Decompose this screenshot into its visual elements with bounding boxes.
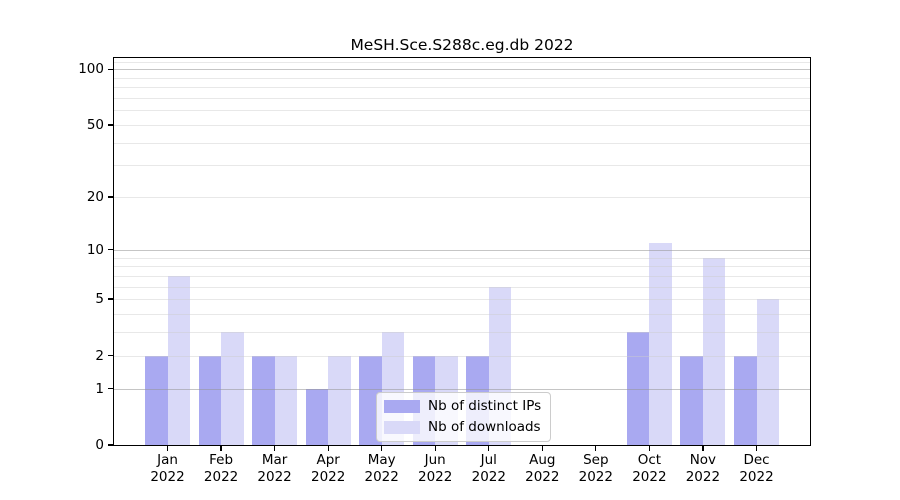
chart-title: MeSH.Sce.S288c.eg.db 2022 — [350, 36, 574, 54]
gridline — [114, 355, 810, 357]
legend-label-downloads: Nb of downloads — [428, 419, 541, 435]
gridline — [114, 124, 810, 126]
y-tick-label: 20 — [86, 189, 104, 206]
y-tick-mark — [108, 196, 114, 198]
gridline — [114, 110, 810, 112]
bar-downloads-mar — [274, 355, 298, 445]
bar-distinct-ips-jan — [145, 355, 168, 445]
plot-area: Nb of distinct IPs Nb of downloads — [113, 57, 811, 446]
bar-distinct-ips-feb — [198, 355, 222, 445]
x-tick-mark — [595, 445, 597, 451]
y-tick-mark — [108, 354, 114, 357]
y-tick-mark — [108, 387, 114, 390]
x-tick-mark — [755, 445, 758, 451]
y-tick-label: 2 — [95, 347, 104, 364]
legend-entry-distinct-ips: Nb of distinct IPs — [384, 398, 541, 415]
gridline — [114, 69, 810, 71]
x-tick-mark — [434, 445, 436, 451]
legend: Nb of distinct IPs Nb of downloads — [376, 392, 552, 442]
y-tick-label: 10 — [86, 241, 104, 258]
y-tick-mark — [108, 68, 114, 70]
x-tick-mark — [702, 445, 704, 451]
x-tick-mark — [488, 445, 490, 451]
x-tick-mark — [381, 445, 383, 451]
y-tick-label: 0 — [95, 437, 104, 453]
x-tick-label: Nov 2022 — [685, 452, 721, 485]
bar-distinct-ips-oct — [626, 332, 650, 445]
gridline — [114, 286, 810, 288]
bar-downloads-nov — [702, 257, 726, 445]
x-tick-mark — [166, 445, 169, 451]
legend-swatch-downloads — [384, 421, 420, 434]
y-tick-mark — [108, 298, 114, 300]
y-tick-label: 1 — [95, 380, 104, 397]
bar-downloads-feb — [221, 332, 244, 445]
gridline — [114, 197, 810, 199]
gridline — [114, 87, 810, 89]
bar-distinct-ips-apr — [305, 388, 329, 445]
y-tick-mark — [108, 124, 114, 126]
bar-distinct-ips-dec — [734, 355, 757, 445]
x-tick-mark — [541, 445, 543, 451]
x-tick-label: Jan 2022 — [150, 452, 185, 485]
y-tick-label: 50 — [86, 116, 104, 133]
legend-swatch-distinct-ips — [384, 400, 420, 413]
gridline — [114, 165, 810, 167]
x-tick-mark — [220, 445, 222, 451]
gridline — [114, 275, 810, 277]
bar-downloads-apr — [328, 355, 351, 445]
gridline — [114, 142, 810, 144]
y-tick-mark — [108, 444, 114, 446]
legend-label-distinct-ips: Nb of distinct IPs — [428, 398, 542, 414]
gridline — [114, 314, 810, 315]
gridline — [114, 299, 810, 301]
bar-downloads-oct — [649, 242, 672, 445]
gridline — [114, 257, 810, 259]
x-tick-label: Oct 2022 — [632, 452, 667, 485]
gridline — [114, 332, 810, 334]
bar-downloads-dec — [756, 299, 779, 445]
x-tick-label: Mar 2022 — [257, 452, 292, 485]
gridline — [114, 388, 810, 390]
gridline — [114, 77, 810, 79]
x-tick-label: Apr 2022 — [311, 452, 346, 485]
x-tick-label: Jul 2022 — [471, 452, 506, 485]
bar-distinct-ips-nov — [680, 355, 703, 445]
x-tick-label: May 2022 — [364, 452, 399, 485]
y-tick-mark — [108, 249, 114, 251]
x-tick-label: Sep 2022 — [578, 452, 613, 485]
gridline — [114, 98, 810, 99]
legend-entry-downloads: Nb of downloads — [384, 419, 541, 436]
y-tick-label: 5 — [95, 291, 104, 308]
x-tick-label: Feb 2022 — [203, 452, 239, 485]
x-tick-label: Dec 2022 — [739, 452, 774, 485]
x-tick-label: Jun 2022 — [418, 452, 453, 485]
gridline — [114, 61, 810, 63]
y-tick-label: 100 — [78, 61, 104, 78]
gridline — [114, 266, 810, 268]
bar-distinct-ips-mar — [252, 355, 275, 445]
x-tick-mark — [327, 445, 329, 451]
x-tick-mark — [273, 445, 276, 451]
x-tick-label: Aug 2022 — [525, 452, 560, 485]
bar-downloads-jan — [167, 275, 190, 445]
x-tick-mark — [648, 445, 651, 451]
gridline — [114, 249, 810, 251]
